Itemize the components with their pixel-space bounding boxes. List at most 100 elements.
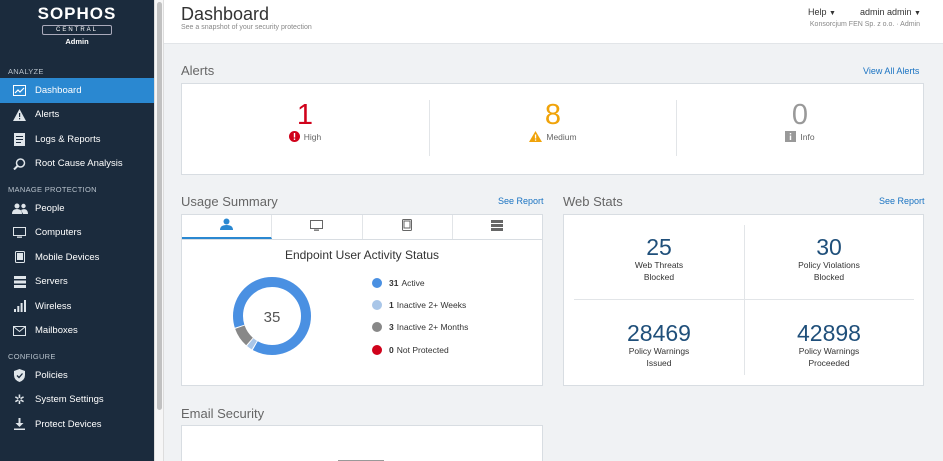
company-name: Konsorcjum FEN Sp. z o.o. · Admin	[809, 21, 920, 28]
inactive-weeks-dot-icon	[372, 300, 382, 310]
email-security-panel	[181, 425, 543, 461]
scrollbar-thumb[interactable]	[157, 2, 162, 410]
legend-inactive-months-label: Inactive 2+ Months	[396, 322, 469, 332]
brand-name: SOPHOS	[37, 4, 117, 23]
alert-high-count: 1	[296, 99, 314, 131]
stat-value: 28469	[627, 320, 691, 346]
page-header: Dashboard See a snapshot of your securit…	[164, 0, 943, 44]
warning-icon	[529, 131, 543, 142]
usage-summary-title: Usage Summary	[181, 194, 278, 209]
sophos-logo[interactable]: SOPHOS CENTRAL Admin	[0, 0, 154, 52]
stat-policy-warnings-issued[interactable]: 28469 Policy Warnings Issued	[574, 321, 744, 369]
sidebar-item-computers[interactable]: Computers	[0, 221, 154, 246]
legend-not-protected-count: 0	[389, 345, 394, 355]
activity-donut-chart: 35	[233, 277, 311, 355]
legend-active-count: 31	[389, 278, 399, 288]
sidebar-item-label: Mailboxes	[35, 325, 78, 337]
sidebar-item-label: Policies	[35, 369, 68, 381]
divider	[676, 100, 677, 156]
sidebar-item-servers[interactable]: Servers	[0, 270, 154, 295]
alert-medium[interactable]: 8 Medium	[430, 100, 676, 142]
chevron-down-icon: ▼	[914, 10, 921, 17]
stat-label: Web Threats	[634, 260, 684, 270]
server-icon	[491, 218, 504, 236]
legend-active: 31 Active	[372, 278, 425, 288]
root-cause-icon	[11, 158, 28, 170]
alert-info[interactable]: 0 Info	[677, 100, 923, 142]
active-dot-icon	[372, 278, 382, 288]
legend-inactive-weeks-label: Inactive 2+ Weeks	[396, 300, 467, 310]
usage-see-report-link[interactable]: See Report	[498, 196, 544, 206]
sidebar-item-logs-reports[interactable]: Logs & Reports	[0, 127, 154, 152]
stat-label: Blocked	[813, 272, 845, 282]
sidebar-item-label: Dashboard	[35, 84, 82, 96]
gear-icon: ✲	[14, 391, 25, 407]
computer-icon	[310, 218, 324, 236]
sidebar-item-system-settings[interactable]: ✲ System Settings	[0, 388, 154, 413]
stat-label: Policy Warnings	[798, 346, 860, 356]
stat-value: 30	[816, 234, 842, 260]
alert-info-label: Info	[800, 131, 815, 142]
download-icon	[11, 418, 28, 431]
people-icon	[11, 203, 28, 214]
sidebar-item-wireless[interactable]: Wireless	[0, 294, 154, 319]
usage-summary-panel: Endpoint User Activity Status 35 31 Activ…	[181, 214, 543, 386]
mail-icon	[11, 325, 28, 336]
mobile-icon	[401, 218, 413, 236]
stat-label: Proceeded	[808, 358, 850, 368]
tab-users[interactable]	[182, 215, 273, 239]
error-icon	[288, 131, 300, 142]
stat-label: Policy Warnings	[628, 346, 690, 356]
stat-value: 25	[646, 234, 672, 260]
sidebar-item-mobile-devices[interactable]: Mobile Devices	[0, 245, 154, 270]
help-menu[interactable]: Help ▼	[808, 7, 836, 17]
email-security-title: Email Security	[181, 406, 265, 421]
mobile-icon	[11, 251, 28, 264]
sidebar-item-label: Protect Devices	[35, 418, 102, 430]
view-all-alerts-link[interactable]: View All Alerts	[863, 66, 920, 76]
sidebar-item-dashboard[interactable]: Dashboard	[0, 78, 154, 103]
user-name: admin admin	[860, 7, 912, 17]
tab-mobile-devices[interactable]	[363, 215, 453, 239]
usage-tabs	[182, 215, 542, 240]
tab-servers[interactable]	[453, 215, 542, 239]
sidebar-item-people[interactable]: People	[0, 196, 154, 221]
alert-info-count: 0	[791, 99, 809, 131]
server-icon	[11, 275, 28, 288]
section-label-analyze: ANALYZE	[8, 67, 44, 76]
sidebar-item-label: System Settings	[35, 394, 104, 406]
web-stats-panel: 25 Web Threats Blocked 30 Policy Violati…	[563, 214, 924, 386]
legend-not-protected: 0 Not Protected	[372, 345, 449, 355]
stat-policy-violations-blocked[interactable]: 30 Policy Violations Blocked	[744, 235, 914, 283]
tab-computers[interactable]	[272, 215, 363, 239]
donut-segment-active[interactable]	[233, 277, 311, 355]
sidebar-item-label: People	[35, 202, 65, 214]
alert-high[interactable]: 1 High	[182, 100, 428, 142]
sidebar-item-label: Logs & Reports	[35, 133, 101, 145]
sidebar-item-label: Alerts	[35, 109, 60, 121]
sidebar-scrollbar[interactable]	[154, 0, 164, 461]
not-protected-dot-icon	[372, 345, 382, 355]
chevron-down-icon: ▼	[829, 10, 836, 17]
stat-web-threats-blocked[interactable]: 25 Web Threats Blocked	[574, 235, 744, 283]
sidebar-item-mailboxes[interactable]: Mailboxes	[0, 319, 154, 344]
sidebar-item-alerts[interactable]: Alerts	[0, 103, 154, 128]
web-stats-see-report-link[interactable]: See Report	[879, 196, 925, 206]
sidebar-item-protect-devices[interactable]: Protect Devices	[0, 412, 154, 437]
sidebar-item-label: Wireless	[35, 300, 72, 312]
divider	[429, 100, 430, 156]
stat-label: Issued	[646, 358, 672, 368]
warning-icon	[11, 108, 28, 121]
legend-inactive-months-count: 3	[389, 322, 394, 332]
user-menu[interactable]: admin admin ▼	[860, 7, 921, 17]
sidebar-item-root-cause-analysis[interactable]: Root Cause Analysis	[0, 152, 154, 177]
legend-inactive-weeks: 1 Inactive 2+ Weeks	[372, 300, 466, 310]
legend-inactive-months: 3 Inactive 2+ Months	[372, 322, 468, 332]
report-icon	[11, 132, 28, 146]
user-icon	[220, 217, 234, 235]
divider	[744, 225, 745, 375]
sidebar: SOPHOS CENTRAL Admin ANALYZE Dashboard A…	[0, 0, 154, 461]
sidebar-item-policies[interactable]: Policies	[0, 363, 154, 388]
inactive-months-dot-icon	[372, 322, 382, 332]
stat-policy-warnings-proceeded[interactable]: 42898 Policy Warnings Proceeded	[744, 321, 914, 369]
